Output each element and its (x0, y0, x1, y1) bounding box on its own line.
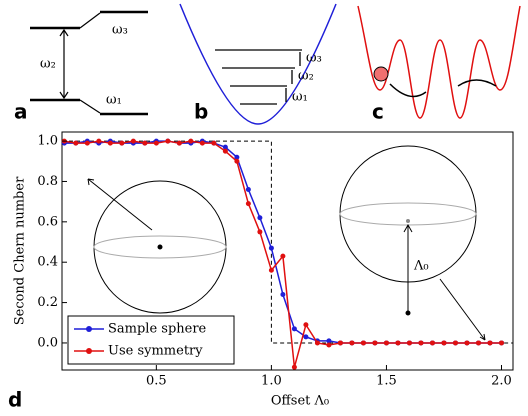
data-point (222, 144, 228, 150)
data-point (452, 340, 458, 346)
omega-label: ω₂ (40, 57, 56, 72)
y-axis-label: Second Chern number (13, 176, 28, 325)
data-point (234, 158, 240, 164)
data-point (96, 138, 102, 144)
data-point (165, 138, 171, 144)
data-point (257, 229, 263, 235)
legend-label: Sample sphere (108, 322, 207, 337)
data-point (280, 292, 286, 298)
levels (215, 49, 302, 105)
tunnel-arrows (389, 79, 497, 98)
data-point (107, 140, 113, 146)
legend-marker (86, 348, 92, 354)
omega-label: ω₂ (298, 69, 314, 84)
data-point (153, 140, 159, 146)
y-tick-label: 0.2 (37, 295, 58, 310)
data-point (487, 340, 493, 346)
plot-area (61, 138, 513, 370)
data-point (268, 245, 274, 251)
data-point (395, 340, 401, 346)
reference-line (62, 140, 513, 344)
x-tick-label: 2.0 (491, 374, 512, 389)
data-point (130, 138, 136, 144)
data-point (199, 140, 205, 146)
inset-label: Λ₀ (413, 259, 429, 274)
data-point (234, 154, 240, 160)
data-point (222, 148, 228, 154)
panel-label: d (8, 388, 22, 412)
data-point (303, 334, 309, 340)
inset-right (339, 145, 486, 341)
omega-label: ω₁ (106, 93, 122, 108)
data-point (119, 140, 125, 146)
x-tick-label: 1.0 (261, 374, 282, 389)
data-point (257, 215, 263, 221)
data-point (84, 140, 90, 146)
data-point (326, 338, 332, 344)
legend: Sample sphere Use symmetry (67, 315, 235, 365)
data-point (268, 267, 274, 273)
y-tick-label: 1.0 (37, 134, 58, 149)
data-point (142, 140, 148, 146)
plot-frame (61, 131, 514, 371)
y-tick-label: 0.0 (37, 335, 58, 350)
data-point (303, 322, 309, 328)
x-axis-label: Offset Λ₀ (271, 394, 329, 409)
data-point (383, 340, 389, 346)
data-point (326, 342, 332, 348)
data-point (464, 340, 470, 346)
data-point (188, 138, 194, 144)
data-point (291, 326, 297, 332)
data-point (360, 340, 366, 346)
data-point (245, 187, 251, 193)
panel-label: c (372, 100, 384, 124)
data-point (245, 201, 251, 207)
data-point (406, 340, 412, 346)
data-point (441, 340, 447, 346)
panel-label: a (14, 100, 28, 124)
legend-label: Use symmetry (108, 344, 203, 359)
y-tick-label: 0.4 (37, 255, 58, 270)
potential-well (179, 3, 337, 125)
data-point (372, 340, 378, 346)
panel-a (30, 10, 148, 116)
data-point (418, 340, 424, 346)
omega-label: ω₁ (292, 90, 308, 105)
data-point (349, 340, 355, 346)
data-point (211, 140, 217, 146)
data-point (176, 140, 182, 146)
panel-label: b (194, 100, 208, 124)
x-tick-label: 1.5 (376, 374, 397, 389)
omega-label: ω₃ (306, 51, 322, 66)
data-point (280, 253, 286, 259)
omega-label: ω₃ (112, 23, 128, 38)
data-point (429, 340, 435, 346)
y-tick-label: 0.8 (37, 174, 58, 189)
data-point (73, 140, 79, 146)
data-point (337, 340, 343, 346)
panel-a-arrows (59, 12, 101, 114)
legend-marker (86, 326, 92, 332)
data-point (498, 340, 504, 346)
data-point (314, 340, 320, 346)
data-point (291, 364, 297, 370)
inset-left (87, 178, 227, 314)
data-point (475, 340, 481, 346)
particle (373, 66, 389, 82)
series-line (64, 140, 502, 344)
x-tick-label: 0.5 (146, 374, 167, 389)
y-tick-label: 0.6 (37, 214, 58, 229)
